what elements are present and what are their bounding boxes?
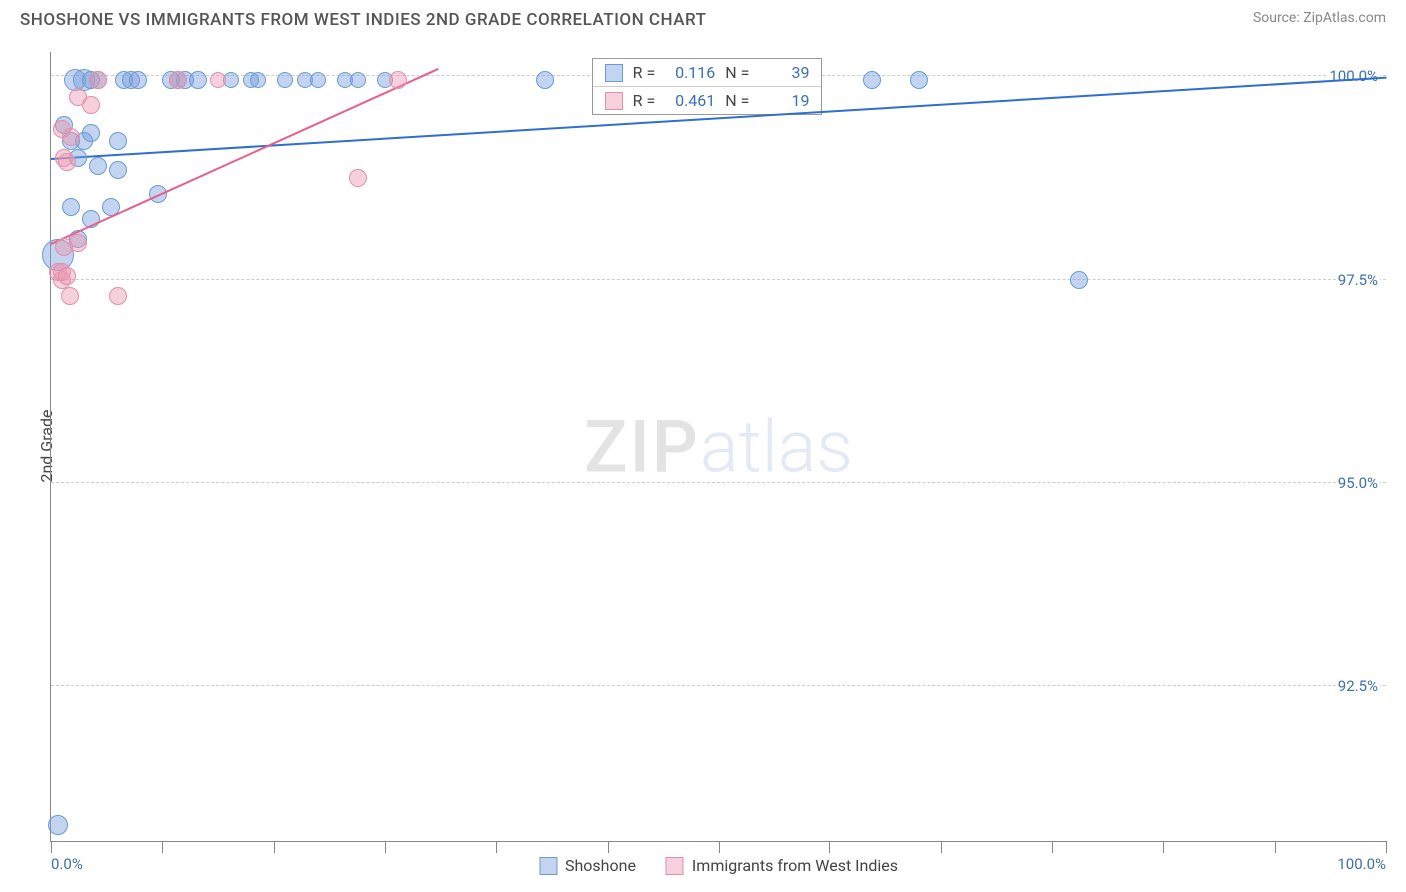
x-tick [608, 841, 609, 853]
y-tick-label: 92.5% [1336, 677, 1380, 695]
data-point [62, 198, 80, 216]
series-swatch [605, 64, 623, 82]
gridline [51, 279, 1386, 280]
x-tick [274, 841, 275, 853]
data-point [89, 71, 107, 89]
watermark: ZIPatlas [584, 404, 853, 489]
y-tick-label: 97.5% [1336, 271, 1380, 289]
x-tick [941, 841, 942, 853]
data-point [109, 132, 127, 150]
x-tick [385, 841, 386, 853]
x-tick-label: 0.0% [51, 855, 83, 873]
x-tick [829, 841, 830, 853]
data-point [69, 234, 87, 252]
x-tick [1163, 841, 1164, 853]
data-point [910, 71, 928, 89]
data-point [169, 71, 187, 89]
data-point [189, 71, 207, 89]
r-label: R = [633, 63, 656, 82]
n-value: 19 [759, 91, 809, 110]
stats-row: R = 0.116 N = 39 [593, 59, 822, 87]
x-tick [1386, 841, 1387, 853]
data-point [350, 72, 366, 88]
data-point [62, 128, 80, 146]
data-point [109, 287, 127, 305]
stats-box: R = 0.116 N = 39 R = 0.461 N = 19 [592, 58, 823, 115]
y-tick-label: 95.0% [1336, 474, 1380, 492]
data-point [310, 72, 326, 88]
x-tick [1275, 841, 1276, 853]
data-point [1070, 271, 1088, 289]
data-point [389, 71, 407, 89]
stats-row: R = 0.461 N = 19 [593, 87, 822, 114]
data-point [58, 267, 76, 285]
data-point [536, 71, 554, 89]
series-swatch [605, 92, 623, 110]
chart-title: SHOSHONE VS IMMIGRANTS FROM WEST INDIES … [20, 10, 706, 30]
data-point [82, 124, 100, 142]
data-point [89, 157, 107, 175]
r-value: 0.116 [665, 63, 715, 82]
n-value: 39 [759, 63, 809, 82]
gridline [51, 482, 1386, 483]
n-label: N = [725, 63, 749, 82]
gridline [51, 685, 1386, 686]
x-tick [1052, 841, 1053, 853]
x-tick [496, 841, 497, 853]
watermark-atlas: atlas [700, 404, 853, 489]
data-point [82, 96, 100, 114]
data-point [250, 72, 266, 88]
data-point [210, 72, 226, 88]
data-point [109, 161, 127, 179]
data-point [58, 153, 76, 171]
data-point [129, 71, 147, 89]
legend-swatch [666, 857, 684, 875]
trend-line [51, 68, 439, 245]
r-value: 0.461 [665, 91, 715, 110]
r-label: R = [633, 91, 656, 110]
legend-item: Shoshone [539, 856, 636, 875]
source-label: Source: ZipAtlas.com [1253, 10, 1386, 26]
data-point [61, 287, 79, 305]
x-tick [719, 841, 720, 853]
x-tick [51, 841, 52, 853]
legend-swatch [539, 857, 557, 875]
legend-item: Immigrants from West Indies [666, 856, 898, 875]
watermark-zip: ZIP [584, 404, 700, 489]
legend-label: Immigrants from West Indies [692, 856, 898, 875]
data-point [48, 815, 68, 835]
scatter-plot: ZIPatlas 100.0%97.5%95.0%92.5%0.0%100.0%… [50, 52, 1386, 842]
legend-label: Shoshone [565, 856, 636, 875]
data-point [277, 72, 293, 88]
data-point [349, 169, 367, 187]
n-label: N = [725, 91, 749, 110]
x-tick-label: 100.0% [1337, 855, 1386, 873]
legend: Shoshone Immigrants from West Indies [539, 856, 898, 875]
x-tick [162, 841, 163, 853]
data-point [863, 71, 881, 89]
